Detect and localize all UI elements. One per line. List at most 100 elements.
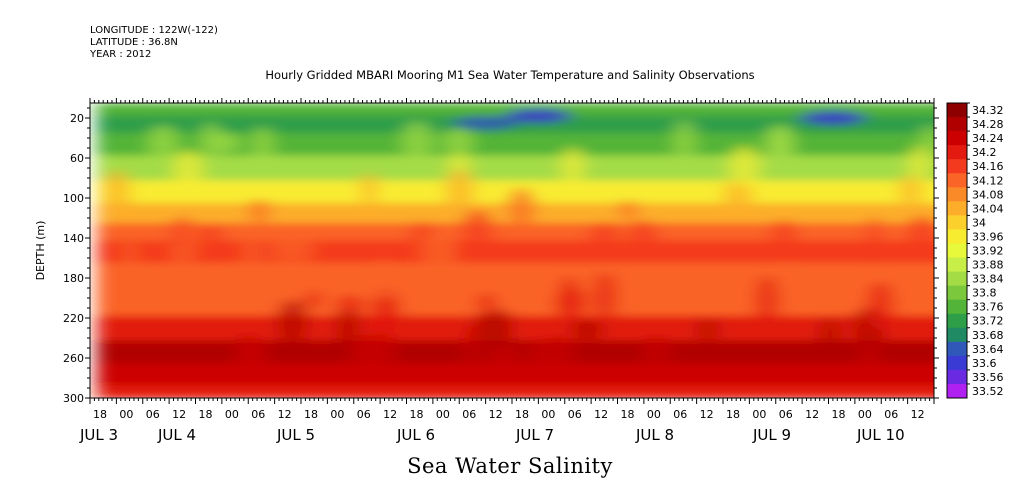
colorbar-label: 33.56 — [972, 371, 1004, 384]
feature-mark — [800, 111, 865, 125]
x-tick-label: 00 — [436, 408, 450, 421]
colorbar-label: 34.08 — [972, 188, 1004, 201]
x-tick-label: 18 — [410, 408, 424, 421]
x-tick-label: 00 — [330, 408, 344, 421]
colorbar-swatch — [947, 131, 967, 146]
x-tick-label: 06 — [884, 408, 898, 421]
texture-mark — [755, 275, 779, 327]
texture-mark — [477, 292, 496, 314]
x-tick-label: 00 — [225, 408, 239, 421]
colorbar-label: 33.8 — [972, 287, 997, 300]
texture-mark — [215, 132, 240, 154]
texture-mark — [906, 214, 934, 262]
colorbar-swatch — [947, 369, 967, 385]
salinity-band — [96, 133, 934, 157]
texture-mark — [542, 335, 574, 369]
colorbar-swatch — [947, 103, 967, 118]
colorbar-label: 33.64 — [972, 343, 1004, 356]
colorbar-swatch — [947, 355, 967, 371]
colorbar-label: 34.32 — [972, 104, 1004, 117]
texture-mark — [148, 124, 179, 163]
colorbar-label: 33.76 — [972, 301, 1004, 314]
texture-mark — [271, 223, 290, 268]
texture-mark — [867, 215, 882, 264]
x-date-label: JUL 7 — [515, 426, 554, 444]
colorbar-label: 33.96 — [972, 230, 1004, 243]
texture-mark — [771, 219, 796, 249]
texture-mark — [909, 144, 929, 184]
texture-mark — [350, 335, 377, 378]
x-tick-label: 12 — [278, 408, 292, 421]
texture-mark — [445, 168, 475, 215]
texture-mark — [589, 221, 619, 250]
colorbar-label: 33.72 — [972, 315, 1004, 328]
texture-mark — [286, 226, 314, 266]
x-tick-label: 06 — [357, 408, 371, 421]
x-tick-label: 12 — [700, 408, 714, 421]
colorbar-swatch — [947, 285, 967, 301]
colorbar-swatch — [947, 215, 967, 230]
texture-mark — [443, 127, 473, 156]
feature-mark — [506, 109, 571, 123]
x-tick-label: 18 — [621, 408, 635, 421]
texture-mark — [122, 234, 138, 275]
colorbar-swatch — [947, 187, 967, 202]
salinity-band — [96, 290, 934, 317]
y-tick-label: 220 — [63, 312, 84, 325]
x-tick-label: 12 — [594, 408, 608, 421]
colorbar-label: 33.88 — [972, 259, 1004, 272]
texture-mark — [729, 145, 760, 189]
x-date-label: JUL 10 — [856, 426, 905, 444]
texture-mark — [371, 259, 399, 301]
texture-mark — [489, 344, 520, 372]
texture-mark — [768, 126, 791, 162]
x-tick-label: 12 — [911, 408, 925, 421]
axes: 20 60 100 140 180 220 260 300 DEPTH (m) 18 00 06 12 1… — [34, 98, 939, 444]
salinity-band — [96, 385, 934, 398]
x-tick-label: 00 — [752, 408, 766, 421]
salinity-band — [96, 363, 934, 387]
colorbar-swatch — [947, 173, 967, 188]
y-tick-label: 180 — [63, 272, 84, 285]
latitude-label: LATITUDE : 36.8N — [90, 37, 178, 48]
x-date-label: JUL 5 — [276, 426, 315, 444]
texture-mark — [245, 339, 266, 370]
texture-mark — [673, 118, 695, 163]
salinity-band — [96, 240, 934, 264]
x-tick-label: 00 — [647, 408, 661, 421]
texture-mark — [528, 337, 545, 382]
texture-mark — [697, 317, 718, 340]
x-tick-label: 00 — [541, 408, 555, 421]
y-tick-label: 260 — [63, 352, 84, 365]
texture-mark — [401, 120, 433, 163]
colorbar-label: 34.2 — [972, 146, 997, 159]
texture-mark — [249, 198, 270, 223]
x-tick-label: 18 — [304, 408, 318, 421]
texture-mark — [464, 325, 479, 370]
texture-mark — [172, 217, 188, 249]
x-tick-label: 00 — [119, 408, 133, 421]
texture-mark — [306, 289, 322, 310]
colorbar-swatch — [947, 229, 967, 244]
salinity-band — [96, 103, 934, 117]
salinity-band — [96, 315, 934, 342]
x-tick-label: 18 — [832, 408, 846, 421]
x-tick-label: 06 — [568, 408, 582, 421]
texture-mark — [418, 232, 449, 267]
texture-mark — [593, 271, 617, 321]
colorbar-label: 33.68 — [972, 329, 1004, 342]
x-tick-label: 06 — [462, 408, 476, 421]
colorbar-swatch — [947, 313, 967, 329]
plot-area — [89, 102, 935, 399]
chart-title: Hourly Gridded MBARI Mooring M1 Sea Wate… — [265, 68, 755, 82]
colorbar-label: 33.84 — [972, 273, 1004, 286]
colorbar-swatch — [947, 243, 967, 259]
x-tick-label: 18 — [515, 408, 529, 421]
texture-mark — [775, 260, 801, 288]
texture-mark — [242, 231, 262, 276]
texture-mark — [489, 308, 513, 352]
colorbar-label: 33.52 — [972, 385, 1004, 398]
texture-mark — [819, 316, 841, 353]
longitude-label: LONGITUDE : 122W(-122) — [90, 25, 218, 36]
